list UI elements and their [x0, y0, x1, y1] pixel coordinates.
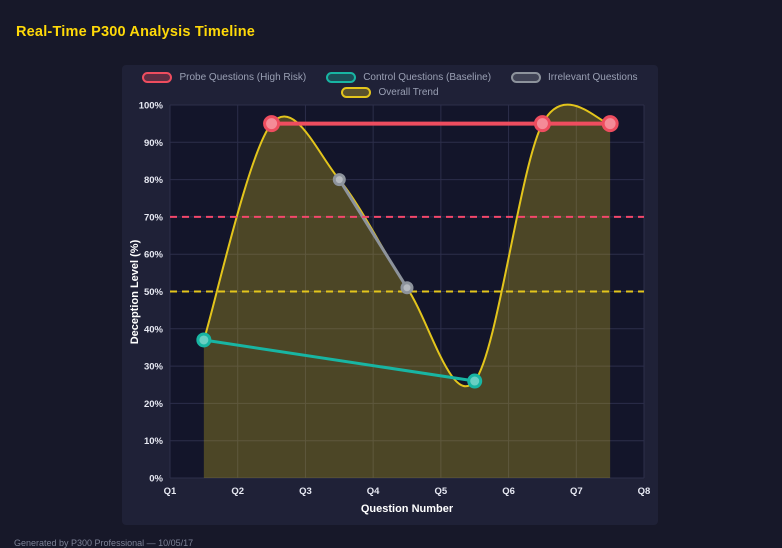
- y-tick-label: 60%: [144, 250, 164, 261]
- probe-questions-high-risk-marker[interactable]: [263, 115, 281, 133]
- y-tick-label: 80%: [144, 175, 164, 186]
- x-tick-label: Q2: [231, 486, 244, 497]
- control-questions-baseline-marker[interactable]: [196, 332, 212, 348]
- legend-row: Probe Questions (High Risk) Control Quest…: [122, 72, 658, 83]
- page-title: Real-Time P300 Analysis Timeline: [16, 24, 256, 40]
- legend-item-overall-trend[interactable]: Overall Trend: [341, 87, 439, 98]
- y-tick-label: 20%: [144, 399, 164, 410]
- chart-legend: Probe Questions (High Risk) Control Quest…: [122, 72, 658, 98]
- x-tick-label: Q8: [638, 486, 651, 497]
- legend-swatch-icon: [341, 87, 372, 98]
- legend-swatch-icon: [326, 72, 357, 83]
- legend-item-irrelevant-questions[interactable]: Irrelevant Questions: [511, 72, 638, 83]
- legend-label: Overall Trend: [378, 87, 439, 98]
- x-axis-title: Question Number: [360, 503, 454, 515]
- y-axis-title: Deception Level (%): [129, 239, 141, 345]
- y-tick-label: 10%: [144, 436, 164, 447]
- timeline-chart: Q1 Q2 Q3 Q4 Q5 Q6 Q7 Q8 0% 10% 20% 30% 40% 50% 60% 70% 8…: [139, 101, 651, 498]
- y-tick-label: 50%: [144, 287, 164, 298]
- y-tick-label: 0%: [149, 474, 163, 485]
- x-tick-label: Q1: [164, 486, 177, 497]
- irrelevant-questions-marker[interactable]: [332, 173, 346, 187]
- x-tick-label: Q4: [367, 486, 380, 497]
- legend-swatch-icon: [511, 72, 542, 83]
- x-tick-label: Q6: [502, 486, 515, 497]
- probe-questions-high-risk-marker[interactable]: [601, 115, 619, 133]
- chart-panel: Probe Questions (High Risk) Control Quest…: [122, 65, 658, 525]
- control-questions-baseline-line: [202, 338, 477, 383]
- x-tick-label: Q3: [299, 486, 312, 497]
- legend-label: Probe Questions (High Risk): [179, 72, 307, 83]
- x-tick-label: Q7: [570, 486, 583, 497]
- irrelevant-questions-line: [337, 178, 409, 290]
- y-tick-label: 90%: [144, 138, 164, 149]
- axis-ticks: Q1 Q2 Q3 Q4 Q5 Q6 Q7 Q8 0% 10% 20% 30% 40% 50% 60% 70% 8…: [139, 101, 651, 498]
- y-tick-label: 100%: [139, 101, 164, 112]
- probe-questions-high-risk-marker[interactable]: [533, 115, 551, 133]
- legend-swatch-icon: [142, 72, 173, 83]
- legend-row: Overall Trend: [122, 87, 658, 98]
- legend-item-probe-questions-high-risk[interactable]: Probe Questions (High Risk): [142, 72, 306, 83]
- y-tick-label: 40%: [144, 324, 164, 335]
- y-tick-label: 30%: [144, 362, 164, 373]
- legend-label: Irrelevant Questions: [548, 72, 638, 83]
- y-tick-label: 70%: [144, 212, 164, 223]
- x-tick-label: Q5: [435, 486, 448, 497]
- irrelevant-questions-marker[interactable]: [400, 281, 414, 295]
- legend-item-control-questions-baseline[interactable]: Control Questions (Baseline): [326, 72, 491, 83]
- footer-generated-by: Generated by P300 Professional — 10/05/1…: [14, 538, 194, 548]
- control-questions-baseline-marker[interactable]: [467, 373, 483, 389]
- legend-label: Control Questions (Baseline): [363, 72, 492, 83]
